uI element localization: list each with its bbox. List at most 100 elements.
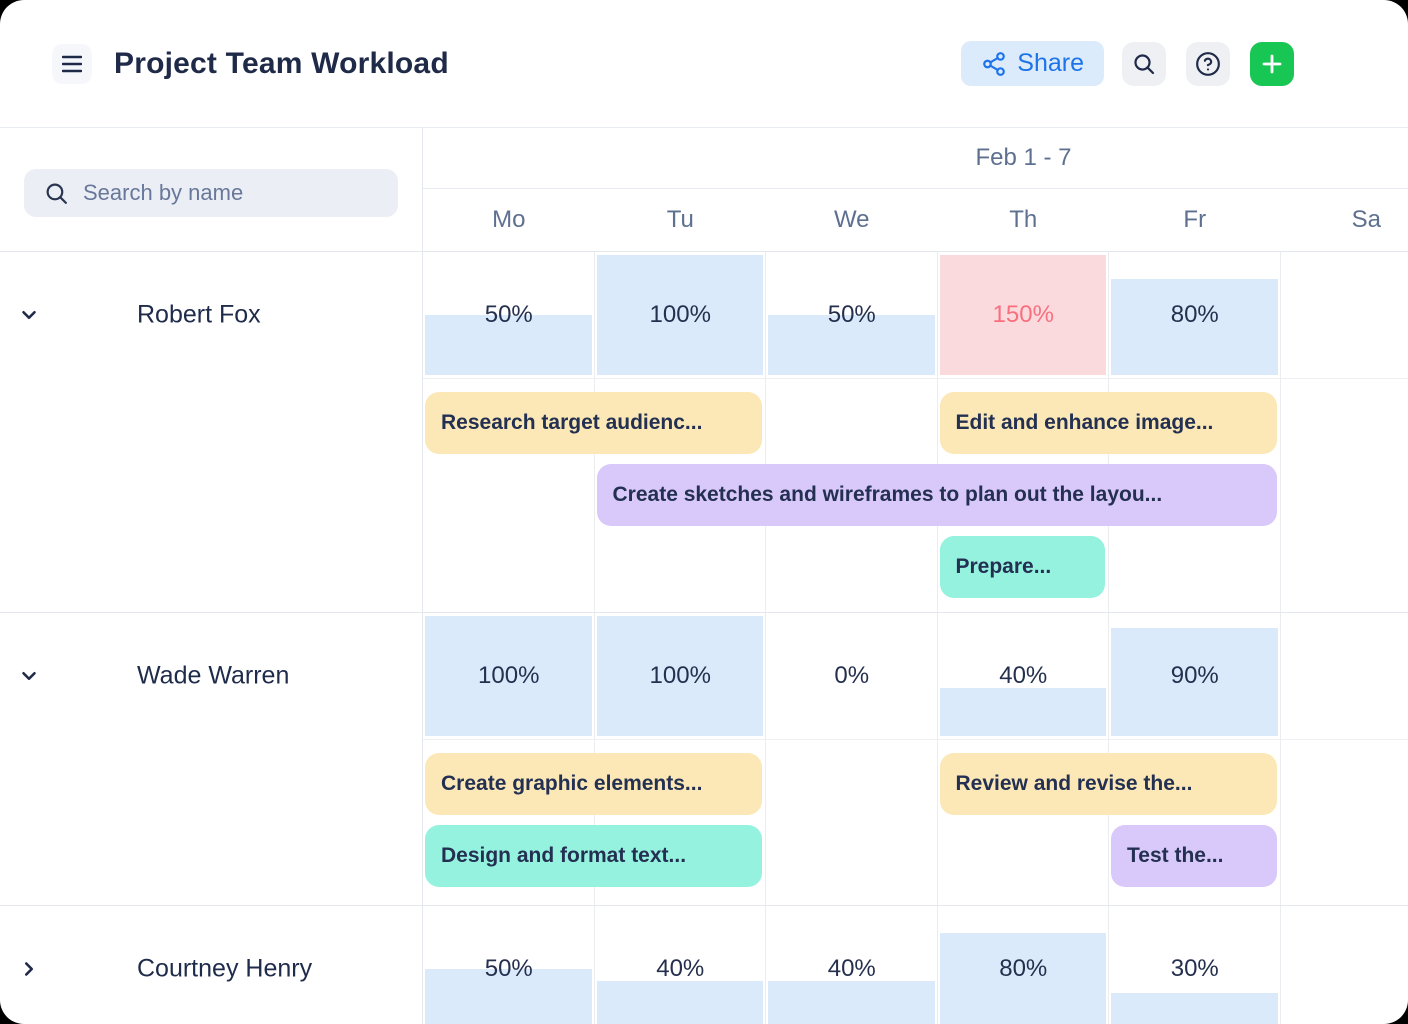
task-lane: Create sketches and wireframes to plan o… [423,464,1408,526]
add-button[interactable] [1250,41,1294,86]
member-cell: Robert Fox [0,252,423,612]
member-search-box [24,169,398,217]
sidebar-header [0,127,423,217]
member-section-robert-fox: Robert Fox 50% 100% 50% 150% 80% Researc… [0,252,1408,612]
workload-cell-tu: 40% [595,909,767,1024]
workload-cell-we: 50% [766,255,938,375]
task-bar[interactable]: Prepare... [939,536,1105,598]
workload-fill [425,969,592,1024]
workload-cell-sa [1281,255,1408,375]
workload-band: 50% 40% 40% 80% 30% [423,906,1408,1024]
task-bar[interactable]: Research target audienc... [425,392,762,454]
search-input[interactable] [81,179,385,207]
workload-cell-th: 40% [938,616,1110,736]
workload-fill [596,255,763,375]
workload-percent: 0% [834,662,870,689]
hamburger-icon [62,55,82,73]
day-header-tu: Tu [666,206,694,233]
member-calendar-area: 50% 100% 50% 150% 80% Research target au… [423,252,1408,612]
task-bar[interactable]: Test the... [1111,825,1277,887]
workload-cell-th: 80% [938,909,1110,1024]
workload-cell-mo: 50% [423,909,595,1024]
plus-icon [1260,52,1284,76]
member-cell: Courtney Henry [0,906,423,1024]
task-bar[interactable]: Create graphic elements... [425,753,762,815]
day-header-mo: Mo [492,206,526,233]
task-bar[interactable]: Create sketches and wireframes to plan o… [596,464,1277,526]
task-bar-label: Create graphic elements... [441,772,703,795]
menu-button[interactable] [52,43,92,84]
day-header-row: Mo Tu We Th Fr Sa Su [0,189,1408,252]
workload-cell-we: 40% [766,909,938,1024]
workload-cell-fr: 90% [1109,616,1281,736]
workload-percent: 40% [656,955,705,982]
workload-percent: 40% [999,662,1048,689]
workload-fill [768,981,935,1024]
workload-percent: 80% [1170,301,1219,328]
workload-fill [768,315,935,375]
workload-fill [596,616,763,736]
share-button[interactable]: Share [961,41,1104,86]
workload-percent: 40% [827,955,876,982]
workload-percent: 100% [649,301,711,328]
workload-band: 50% 100% 50% 150% 80% [423,252,1408,379]
day-header-fr: Fr [1183,206,1207,233]
collapse-chevron-down-icon[interactable] [16,302,42,328]
sidebar-day-spacer [0,189,423,251]
task-bar-label: Test the... [1127,844,1224,867]
workload-percent: 100% [478,662,540,689]
task-lane: Research target audienc... Edit and enha… [423,392,1408,454]
workload-cell-sa [1281,616,1408,736]
task-bar-label: Prepare... [955,555,1052,578]
workload-cell-th: 150% [938,255,1110,375]
workload-percent: 80% [999,955,1048,982]
task-lanes: Research target audienc... Edit and enha… [423,379,1408,598]
task-bar-label: Research target audienc... [441,411,703,434]
page-title: Project Team Workload [114,46,449,80]
member-cell: Wade Warren [0,613,423,905]
member-section-courtney-henry: Courtney Henry 50% 40% 40% 80% 30% [0,905,1408,1024]
workload-cell-tu: 100% [595,255,767,375]
task-lane: Prepare... [423,536,1408,598]
collapse-chevron-down-icon[interactable] [16,663,42,689]
task-bar-label: Edit and enhance image... [955,411,1214,434]
workload-fill [425,315,592,375]
workload-fill [1111,628,1278,736]
member-section-wade-warren: Wade Warren 100% 100% 0% 40% 90% Create … [0,612,1408,905]
share-button-label: Share [1017,49,1084,77]
workload-cell-fr: 80% [1109,255,1281,375]
workload-fill [1111,993,1278,1024]
workload-percent: 90% [1170,662,1219,689]
help-button[interactable] [1186,41,1230,86]
search-button[interactable] [1122,41,1166,86]
question-mark-icon [1195,51,1221,77]
member-name: Courtney Henry [137,954,313,983]
task-bar[interactable]: Edit and enhance image... [939,392,1277,454]
workload-cell-mo: 100% [423,616,595,736]
task-bar-label: Review and revise the... [955,772,1193,795]
expand-chevron-right-icon[interactable] [16,956,42,982]
workload-fill [939,688,1106,736]
week-range-label: Feb 1 - 7 [975,144,1072,171]
workload-cell-mo: 50% [423,255,595,375]
task-bar-label: Design and format text... [441,844,687,867]
app-header: Project Team Workload Share [0,0,1408,127]
workload-fill [939,255,1106,375]
week-label-area: Feb 1 - 7 [423,127,1408,189]
member-calendar-area: 100% 100% 0% 40% 90% Create graphic elem… [423,613,1408,905]
workload-percent: 100% [649,662,711,689]
task-lane: Create graphic elements... Review and re… [423,753,1408,815]
workload-cell-sa [1281,909,1408,1024]
task-bar[interactable]: Review and revise the... [939,753,1277,815]
day-header-th: Th [1009,206,1038,233]
workload-fill [939,933,1106,1024]
task-bar[interactable]: Design and format text... [425,825,762,887]
task-lane: Design and format text... Test the... [423,825,1408,887]
workload-cell-tu: 100% [595,616,767,736]
member-calendar-area: 50% 40% 40% 80% 30% [423,906,1408,1024]
workload-percent: 50% [827,301,876,328]
workload-cell-fr: 30% [1109,909,1281,1024]
workload-cell-we: 0% [766,616,938,736]
workload-band: 100% 100% 0% 40% 90% [423,613,1408,740]
week-header-row: Feb 1 - 7 [0,127,1408,217]
